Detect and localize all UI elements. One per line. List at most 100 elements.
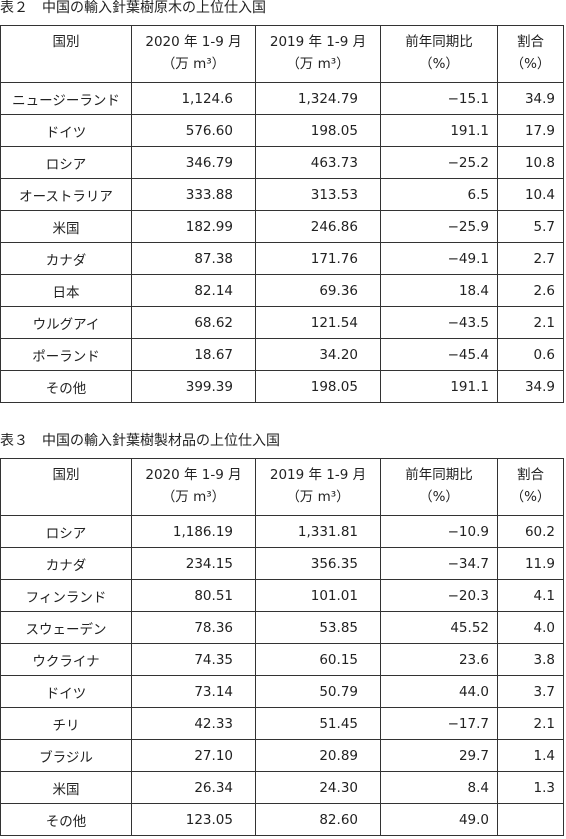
value-cell: 60.15 [255, 643, 381, 676]
header-text: 前年同期比 [405, 34, 473, 50]
country-cell: ニュージーランド [0, 82, 132, 115]
table-row: 日本 82.14 69.36 18.4 2.6 [0, 274, 564, 307]
header-row: 国別 2020 年 1-9 月 （万 m³） 2019 年 1-9 月 （万 m³） 前年… [0, 458, 564, 516]
header-text: 2019 年 1-9 月 [269, 34, 367, 50]
value-cell: 191.1 [380, 370, 498, 403]
value-cell: 171.76 [255, 242, 381, 275]
value-cell: 2.1 [497, 306, 564, 339]
header-text: 2020 年 1-9 月 [145, 34, 242, 50]
table-row: ニュージーランド 1,124.6 1,324.79 −15.1 34.9 [0, 82, 564, 115]
header-cell: 前年同期比 （%） [380, 25, 498, 83]
value-cell: 576.60 [131, 114, 256, 147]
value-cell: −17.7 [380, 707, 498, 740]
header-cell: 割合 （%） [497, 458, 564, 516]
value-cell: 4.0 [497, 611, 564, 644]
header-text: （%） [510, 489, 551, 505]
header-cell: 国別 [0, 25, 132, 83]
table-row: その他 399.39 198.05 191.1 34.9 [0, 370, 564, 403]
value-cell: 73.14 [131, 675, 256, 708]
header-text: 割合 [517, 34, 544, 50]
value-cell: 42.33 [131, 707, 256, 740]
value-cell: −25.9 [380, 210, 498, 243]
value-cell: 356.35 [255, 547, 381, 580]
value-cell [497, 803, 564, 836]
header-row: 国別 2020 年 1-9 月 （万 m³） 2019 年 1-9 月 （万 m³） 前年… [0, 25, 564, 83]
value-cell: −15.1 [380, 82, 498, 115]
country-cell: ロシア [0, 515, 132, 548]
value-cell: −10.9 [380, 515, 498, 548]
data-table: 国別 2020 年 1-9 月 （万 m³） 2019 年 1-9 月 （万 m³） 前年… [0, 25, 564, 403]
table-row: オーストラリア 333.88 313.53 6.5 10.4 [0, 178, 564, 211]
header-text: （%） [510, 56, 551, 72]
value-cell: 121.54 [255, 306, 381, 339]
header-cell: 前年同期比 （%） [380, 458, 498, 516]
data-table: 国別 2020 年 1-9 月 （万 m³） 2019 年 1-9 月 （万 m³） 前年… [0, 458, 564, 836]
value-cell: 34.9 [497, 370, 564, 403]
header-cell: 2020 年 1-9 月 （万 m³） [131, 458, 256, 516]
value-cell: 74.35 [131, 643, 256, 676]
table-title: 表２ 中国の輸入針葉樹原木の上位仕入国 [0, 0, 266, 16]
value-cell: 191.1 [380, 114, 498, 147]
value-cell: 82.60 [255, 803, 381, 836]
table-row: ウクライナ 74.35 60.15 23.6 3.8 [0, 643, 564, 676]
value-cell: 69.36 [255, 274, 381, 307]
country-cell: ウルグアイ [0, 306, 132, 339]
value-cell: 78.36 [131, 611, 256, 644]
value-cell: 198.05 [255, 114, 381, 147]
value-cell: −43.5 [380, 306, 498, 339]
value-cell: 246.86 [255, 210, 381, 243]
value-cell: 18.67 [131, 338, 256, 371]
value-cell: 20.89 [255, 739, 381, 772]
value-cell: 123.05 [131, 803, 256, 836]
value-cell: 1,324.79 [255, 82, 381, 115]
value-cell: 3.7 [497, 675, 564, 708]
header-cell: 国別 [0, 458, 132, 516]
value-cell: 53.85 [255, 611, 381, 644]
value-cell: 4.1 [497, 579, 564, 612]
value-cell: 2.7 [497, 242, 564, 275]
value-cell: 346.79 [131, 146, 256, 179]
value-cell: 1,124.6 [131, 82, 256, 115]
value-cell: 18.4 [380, 274, 498, 307]
country-cell: ドイツ [0, 114, 132, 147]
table-row: カナダ 234.15 356.35 −34.7 11.9 [0, 547, 564, 580]
country-cell: ポーランド [0, 338, 132, 371]
header-text: （%） [419, 56, 459, 72]
header-text: 2019 年 1-9 月 [269, 467, 367, 483]
header-cell: 2020 年 1-9 月 （万 m³） [131, 25, 256, 83]
header-text: （%） [419, 489, 459, 505]
value-cell: 2.6 [497, 274, 564, 307]
value-cell: 198.05 [255, 370, 381, 403]
country-cell: スウェーデン [0, 611, 132, 644]
table-row: フィンランド 80.51 101.01 −20.3 4.1 [0, 579, 564, 612]
country-cell: 日本 [0, 274, 132, 307]
table-row: 米国 182.99 246.86 −25.9 5.7 [0, 210, 564, 243]
value-cell: 11.9 [497, 547, 564, 580]
country-cell: カナダ [0, 242, 132, 275]
header-text: （万 m³） [161, 56, 226, 72]
value-cell: 0.6 [497, 338, 564, 371]
value-cell: 29.7 [380, 739, 498, 772]
country-cell: 米国 [0, 210, 132, 243]
country-cell: ウクライナ [0, 643, 132, 676]
value-cell: 23.6 [380, 643, 498, 676]
table-row: ウルグアイ 68.62 121.54 −43.5 2.1 [0, 306, 564, 339]
country-cell: ドイツ [0, 675, 132, 708]
header-text: 国別 [52, 467, 80, 483]
value-cell: 51.45 [255, 707, 381, 740]
table-row: チリ 42.33 51.45 −17.7 2.1 [0, 707, 564, 740]
value-cell: 45.52 [380, 611, 498, 644]
value-cell: 27.10 [131, 739, 256, 772]
country-cell: カナダ [0, 547, 132, 580]
table-row: ポーランド 18.67 34.20 −45.4 0.6 [0, 338, 564, 371]
value-cell: 44.0 [380, 675, 498, 708]
country-cell: その他 [0, 803, 132, 836]
table-row: ロシア 1,186.19 1,331.81 −10.9 60.2 [0, 515, 564, 548]
country-cell: その他 [0, 370, 132, 403]
header-text: 前年同期比 [405, 467, 473, 483]
table-row: ドイツ 576.60 198.05 191.1 17.9 [0, 114, 564, 147]
table-title: 表３ 中国の輸入針葉樹製材品の上位仕入国 [0, 433, 280, 449]
value-cell: 182.99 [131, 210, 256, 243]
value-cell: 26.34 [131, 771, 256, 804]
